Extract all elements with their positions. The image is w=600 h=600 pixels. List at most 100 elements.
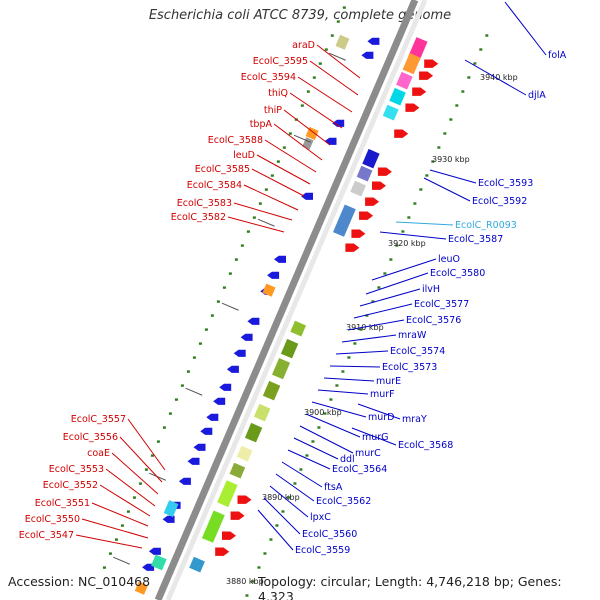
- right-leader-line: [395, 221, 454, 226]
- feature-block: [362, 148, 380, 169]
- kbp-tick-line: [221, 302, 239, 311]
- feature-block: [189, 556, 205, 573]
- reverse-gene-arrow: [233, 349, 246, 357]
- ruler-dot: [276, 160, 280, 163]
- ruler-dot: [180, 384, 184, 387]
- right-gene-label: EcolC_3580: [430, 268, 485, 279]
- ruler-dot: [479, 48, 483, 51]
- reverse-gene-arrow: [187, 457, 200, 465]
- ruler-dot: [353, 342, 357, 345]
- ruler-dot: [138, 482, 142, 485]
- ruler-dot: [299, 468, 303, 471]
- feature-block: [229, 462, 246, 479]
- ruler-dot: [365, 314, 369, 317]
- reverse-gene-arrow: [324, 137, 337, 145]
- forward-gene-arrow: [412, 87, 427, 96]
- ruler-dot: [437, 146, 441, 149]
- right-leader-line: [269, 485, 309, 518]
- forward-gene-arrow: [237, 495, 252, 504]
- feature-block: [350, 180, 366, 197]
- ruler-dot: [287, 496, 291, 499]
- ruler-dot: [222, 286, 226, 289]
- ruler-dot: [323, 412, 327, 415]
- ruler-dot: [431, 160, 435, 163]
- left-gene-label: thiP: [264, 105, 282, 116]
- forward-gene-arrow: [377, 167, 392, 176]
- ruler-dot: [240, 244, 244, 247]
- ruler-dot: [371, 300, 375, 303]
- ruler-dot: [359, 328, 363, 331]
- genome-title: Escherichia coli ATCC 8739, complete gen…: [148, 8, 452, 23]
- forward-gene-arrow: [424, 59, 439, 68]
- right-gene-label: lpxC: [310, 512, 331, 523]
- right-leader-line: [351, 427, 397, 446]
- feature-block: [402, 53, 421, 75]
- ruler-dot: [216, 300, 220, 303]
- ruler-dot: [473, 62, 477, 65]
- feature-block: [356, 165, 373, 182]
- right-gene-label: ilvH: [422, 284, 440, 295]
- ruler-dot: [341, 370, 345, 373]
- right-gene-label: murD: [368, 412, 395, 423]
- right-leader-line: [263, 497, 301, 535]
- left-gene-label: thiQ: [268, 88, 288, 99]
- ruler-dot: [257, 566, 261, 569]
- ruler-dot: [425, 174, 429, 177]
- ruler-dot: [174, 398, 178, 401]
- left-gene-label: EcolC_3594: [241, 72, 296, 83]
- ruler-dot: [455, 104, 459, 107]
- right-leader-line: [281, 461, 323, 488]
- feature-block: [396, 71, 413, 90]
- left-gene-label: EcolC_3551: [35, 498, 90, 509]
- left-leader-line: [119, 436, 163, 483]
- right-leader-line: [299, 425, 354, 454]
- ruler-dot: [342, 6, 346, 9]
- right-leader-line: [335, 350, 389, 355]
- ruler-dot: [126, 510, 130, 513]
- right-leader-line: [423, 177, 471, 202]
- left-gene-label: EcolC_3557: [71, 414, 126, 425]
- ruler-dot: [300, 104, 304, 107]
- right-leader-line: [347, 319, 405, 331]
- left-leader-line: [99, 484, 151, 517]
- ruler-dot: [419, 188, 423, 191]
- right-gene-label: EcolC_3559: [295, 545, 350, 556]
- ruler-dot: [120, 524, 124, 527]
- ruler-dot: [234, 258, 238, 261]
- ruler-dot: [102, 566, 106, 569]
- left-gene-label: tbpA: [250, 119, 273, 130]
- reverse-gene-arrow: [226, 365, 239, 373]
- ruler-dot: [246, 230, 250, 233]
- right-leader-line: [371, 258, 437, 281]
- ruler-dot: [293, 482, 297, 485]
- forward-gene-arrow: [230, 511, 245, 520]
- feature-block: [408, 37, 428, 61]
- ruler-dot: [281, 510, 285, 513]
- ruler-dot: [401, 230, 405, 233]
- feature-block: [262, 283, 276, 297]
- left-gene-label: EcolC_3556: [63, 432, 118, 443]
- left-leader-line: [243, 184, 299, 211]
- left-leader-line: [227, 216, 285, 233]
- left-gene-label: EcolC_3595: [253, 56, 308, 67]
- reverse-gene-arrow: [240, 333, 253, 341]
- reverse-gene-arrow: [206, 413, 219, 421]
- ruler-dot: [389, 258, 393, 261]
- kbp-tick-line: [185, 387, 203, 396]
- ruler-dot: [251, 580, 255, 583]
- right-gene-label: EcolC_3560: [302, 529, 357, 540]
- right-leader-line: [359, 288, 421, 307]
- feature-block: [280, 338, 299, 359]
- forward-gene-arrow: [215, 547, 230, 556]
- feature-block: [333, 204, 356, 237]
- right-gene-label: mraW: [398, 330, 427, 341]
- genome-backbone: [154, 0, 419, 600]
- ruler-dot: [383, 272, 387, 275]
- right-gene-label: EcolC_3592: [472, 196, 527, 207]
- kbp-tick-label: 3940 kbp: [480, 73, 518, 82]
- ruler-dot: [263, 552, 267, 555]
- feature-block: [290, 320, 306, 337]
- ruler-dot: [162, 426, 166, 429]
